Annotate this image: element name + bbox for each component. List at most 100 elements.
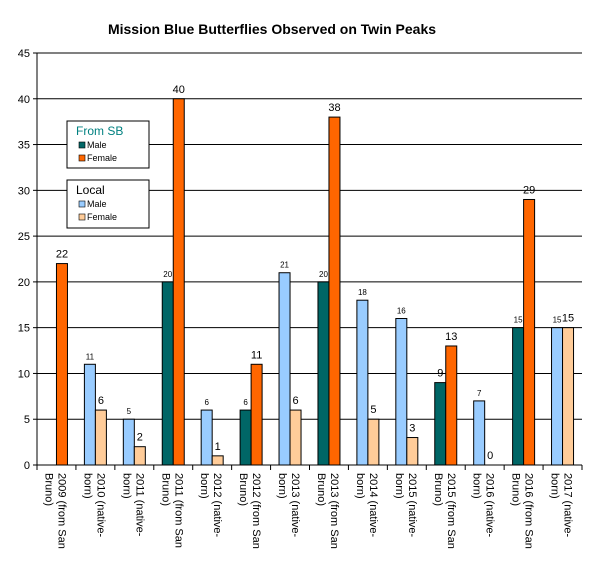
bar-sb-female: [445, 345, 458, 466]
bar-local-male: [122, 418, 135, 466]
bar-local-male: [200, 409, 213, 466]
bar-local-female: [94, 409, 107, 466]
data-label: 5: [127, 407, 132, 416]
x-tick-label-line: Bruno): [315, 473, 327, 506]
bar-local-male: [278, 272, 291, 466]
x-tick-label-line: Bruno): [432, 473, 444, 506]
x-tick-label-line: born): [276, 473, 288, 499]
bar-sb-male: [239, 409, 252, 466]
bar-sb-male: [434, 382, 447, 466]
x-tick-label-line: 2015 (native-: [406, 473, 418, 538]
y-tick-label: 15: [18, 323, 30, 335]
x-tick-label-line: born): [471, 473, 483, 499]
data-label: 21: [280, 261, 289, 270]
data-label: 6: [243, 398, 248, 407]
y-tick-label: 10: [18, 368, 30, 380]
x-tick-label-line: born): [354, 473, 366, 499]
x-tick-label: 2010 (native-born): [81, 473, 106, 538]
bar-sb-male: [317, 281, 330, 466]
x-tick-label-line: born): [120, 473, 132, 499]
x-tick-label-line: 2011 (from San: [172, 473, 184, 548]
data-label: 15: [562, 313, 574, 325]
legend-item-label: Male: [87, 199, 107, 209]
bar-sb-male: [512, 327, 525, 466]
data-label: 0: [487, 450, 493, 462]
y-tick-label: 35: [18, 140, 30, 152]
bar-local-male: [473, 400, 486, 466]
data-labels: 2211652204061611216203818516391370152915…: [56, 84, 574, 462]
data-label: 6: [98, 395, 104, 407]
x-tick-label-line: 2011 (native-: [133, 473, 145, 537]
chart-title: Mission Blue Butterflies Observed on Twi…: [108, 21, 436, 37]
data-label: 9: [437, 368, 443, 380]
y-axis: 0 5 10 15 20 25 30 35 40 45: [18, 48, 38, 472]
data-label: 16: [397, 307, 406, 316]
x-tick-label-line: born): [81, 473, 93, 499]
bar-local-male: [83, 363, 96, 466]
y-tick-label: 0: [24, 460, 30, 472]
bar-local-female: [211, 455, 224, 466]
x-tick-label-line: 2017 (native-: [562, 473, 574, 538]
legend-swatch: [78, 213, 86, 221]
x-tick-label-line: Bruno): [159, 473, 171, 506]
bar-local-female: [289, 409, 302, 466]
data-label: 15: [514, 316, 523, 325]
legend-from-sb: From SB Male Female: [66, 120, 150, 169]
x-tick-label-line: 2009 (from San: [55, 473, 67, 549]
y-tick-label: 40: [18, 94, 30, 106]
data-label: 38: [328, 102, 340, 114]
bar-local-female: [367, 418, 380, 466]
x-tick-label-line: 2016 (from San: [523, 473, 535, 549]
legends: From SB Male Female Local Male Female: [66, 120, 150, 229]
data-label: 22: [56, 249, 68, 261]
x-tick-label-line: Bruno): [42, 473, 54, 506]
legend-heading: From SB: [76, 124, 123, 138]
data-label: 1: [215, 441, 221, 453]
data-label: 40: [173, 84, 185, 96]
bar-sb-male: [161, 281, 174, 466]
x-tick-label-line: 2010 (native-: [94, 473, 106, 538]
bar-local-male: [551, 327, 564, 466]
x-tick-label-line: born): [549, 473, 561, 499]
x-tick-label: 2012 (native-born): [198, 473, 223, 538]
legend-local: Local Male Female: [66, 179, 150, 229]
x-tick-label-line: 2013 (from San: [328, 473, 340, 549]
x-tick-label-line: 2013 (native-: [289, 473, 301, 538]
x-tick-label: 2017 (native-born): [549, 473, 574, 538]
data-label: 6: [292, 395, 298, 407]
bars: [55, 98, 575, 466]
data-label: 5: [370, 404, 376, 416]
y-tick-label: 5: [24, 414, 30, 426]
data-label: 29: [523, 184, 535, 196]
x-tick-label-line: 2012 (native-: [211, 473, 223, 538]
x-tick-label: 2014 (native-born): [354, 473, 379, 538]
x-tick-label-line: 2015 (from San: [445, 473, 457, 549]
x-tick-label: 2013 (native-born): [276, 473, 301, 538]
legend-item-label: Female: [87, 153, 117, 163]
y-tick-label: 45: [18, 48, 30, 60]
legend-swatch: [78, 154, 86, 162]
x-tick-label-line: born): [393, 473, 405, 499]
data-label: 3: [409, 423, 415, 435]
legend-swatch: [78, 200, 86, 208]
legend-item-label: Female: [87, 212, 117, 222]
data-label: 15: [553, 316, 562, 325]
bar-sb-female: [523, 198, 536, 466]
bar-sb-female: [328, 116, 341, 466]
y-tick-label: 25: [18, 231, 30, 243]
bar-sb-female: [250, 363, 263, 466]
bar-local-male: [356, 299, 369, 466]
bar-local-female: [133, 446, 146, 466]
data-label: 18: [358, 288, 367, 297]
y-tick-label: 30: [18, 185, 30, 197]
bar-local-female: [562, 327, 575, 466]
data-label: 20: [163, 270, 172, 279]
